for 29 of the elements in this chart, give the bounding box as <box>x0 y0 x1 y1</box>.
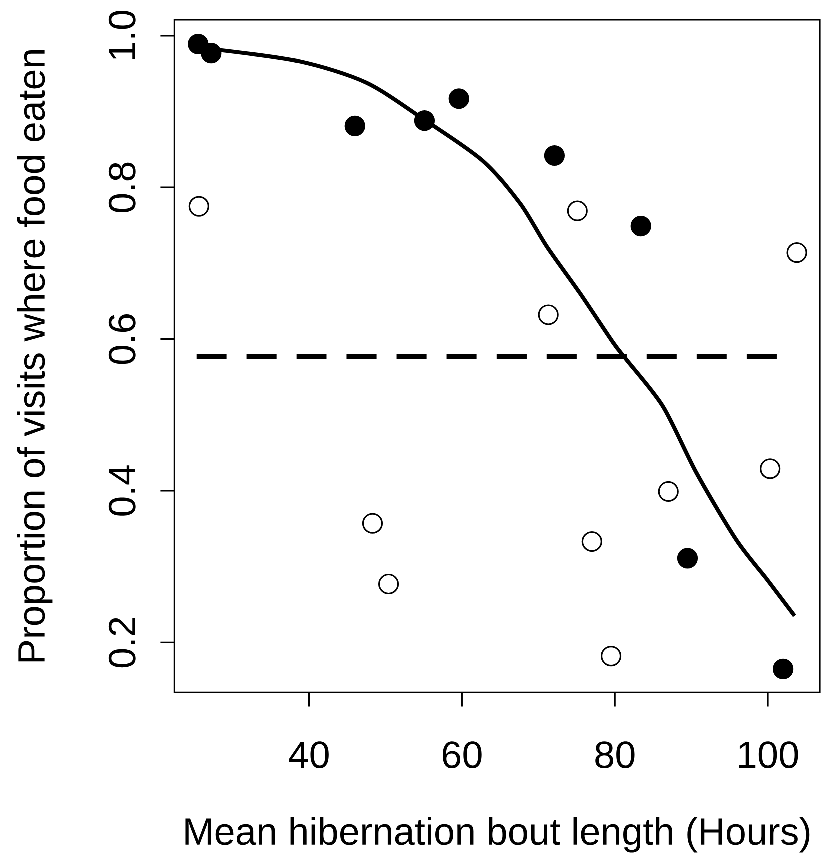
point <box>188 196 210 217</box>
point <box>630 216 652 237</box>
point <box>378 574 400 595</box>
point <box>582 531 602 552</box>
point <box>414 110 436 132</box>
x-tick-label: 60 <box>442 742 482 768</box>
point <box>544 145 565 166</box>
x-tick-label: 100 <box>739 742 798 768</box>
point <box>600 646 622 667</box>
point <box>786 242 808 264</box>
point <box>201 43 222 64</box>
point <box>448 88 470 110</box>
point <box>677 548 698 569</box>
y-tick-label: 0.4 <box>108 466 136 516</box>
point <box>567 200 588 222</box>
y-tick-label: 0.2 <box>108 618 136 668</box>
point <box>760 458 781 480</box>
y-axis-title: Proportion of visits where food eaten <box>17 50 53 662</box>
point <box>658 481 679 502</box>
x-tick-label: 80 <box>596 742 635 768</box>
point <box>538 304 559 326</box>
y-tick-label: 1.0 <box>108 10 136 60</box>
point <box>362 513 384 534</box>
y-tick-label: 0.6 <box>108 314 136 364</box>
x-axis-title: Mean hibernation bout length (Hours) <box>186 817 810 853</box>
x-tick-label: 40 <box>289 742 329 768</box>
point <box>773 658 794 680</box>
y-tick-label: 0.8 <box>108 162 136 213</box>
point <box>344 116 366 136</box>
